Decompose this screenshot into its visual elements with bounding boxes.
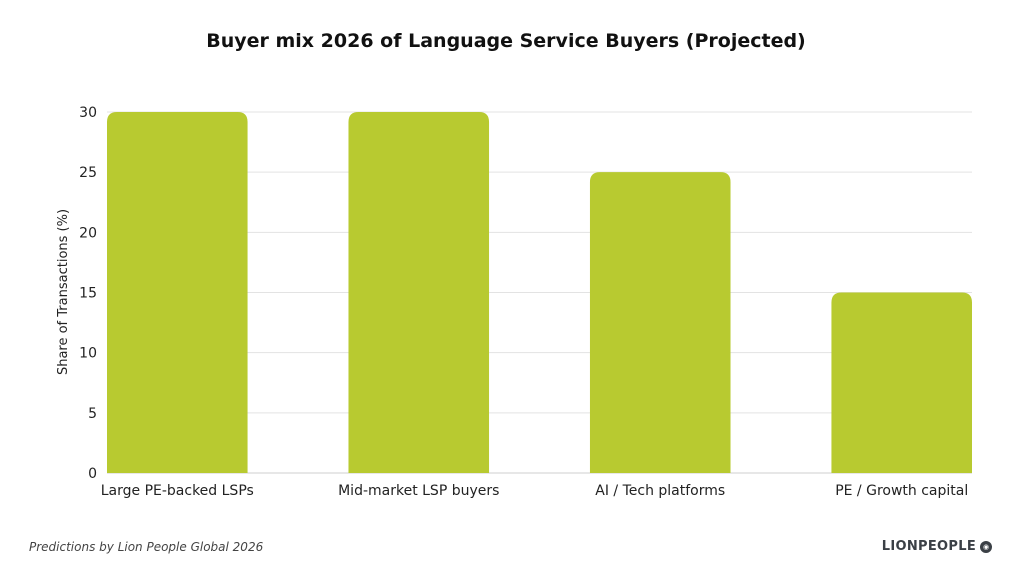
y-tick-label: 10	[79, 346, 97, 362]
y-axis-ticks: 0 5 10 15 20 25 30	[79, 105, 97, 482]
y-tick-label: 0	[88, 466, 97, 482]
y-tick-label: 20	[79, 225, 97, 241]
y-axis-label: Share of Transactions (%)	[56, 209, 71, 375]
y-tick-label: 5	[88, 406, 97, 422]
brand-logo: LIONPEOPLE ◉	[882, 539, 992, 554]
y-tick-label: 30	[79, 105, 97, 121]
y-tick-label: 25	[79, 165, 97, 181]
bar-pe-growth-capital	[831, 292, 972, 473]
bar-large-pe-backed-lsps	[107, 112, 248, 473]
footer-note: Predictions by Lion People Global 2026	[29, 540, 264, 554]
logo-text: LIONPEOPLE	[881, 539, 976, 554]
x-axis-labels: Large PE-backed LSPs Mid-market LSP buyer…	[101, 483, 969, 499]
chart-title: Buyer mix 2026 of Language Service Buyer…	[206, 30, 806, 52]
gridlines	[107, 111, 972, 474]
y-tick-label: 15	[79, 286, 97, 302]
x-tick-label: AI / Tech platforms	[595, 483, 725, 499]
bar-ai-tech-platforms	[589, 172, 731, 473]
lion-globe-icon: ◉	[980, 540, 992, 553]
x-tick-label: PE / Growth capital	[835, 483, 968, 499]
bars	[107, 112, 972, 473]
x-tick-label: Large PE-backed LSPs	[101, 483, 254, 499]
x-tick-label: Mid-market LSP buyers	[338, 483, 499, 499]
bar-mid-market-lsp-buyers	[348, 112, 490, 473]
